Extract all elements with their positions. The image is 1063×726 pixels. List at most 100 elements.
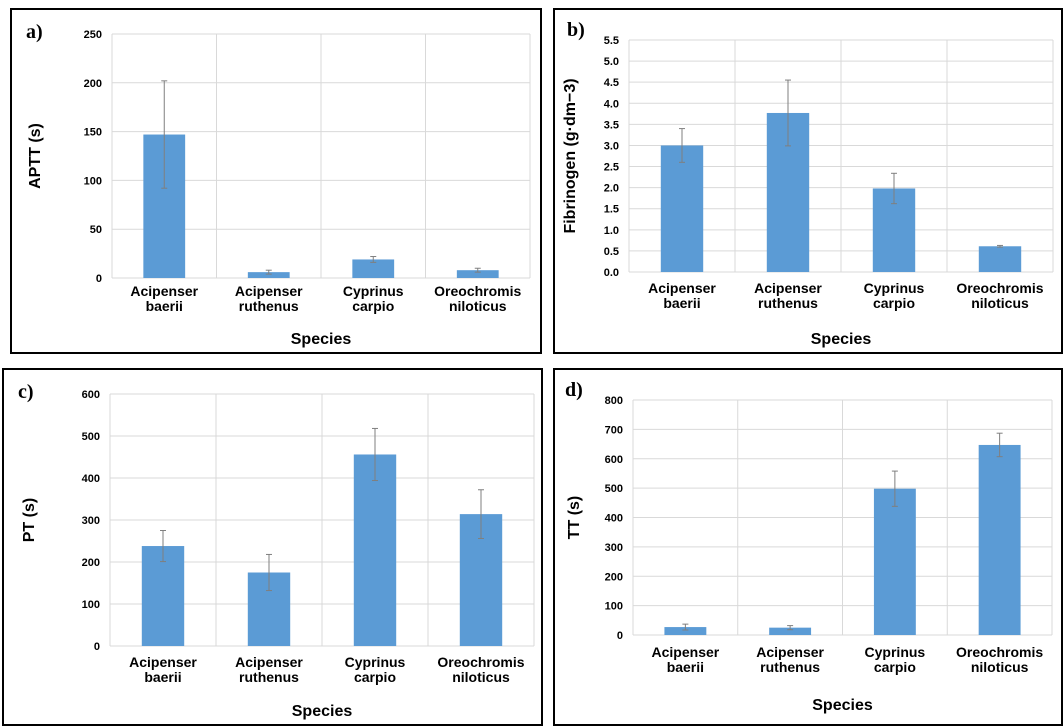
chart-svg: b) 0.0 0.5 1.0 1.5 2.0 2.5 3.0 3.5 4.0 4.5 5.0 5.5 Ac… <box>562 19 1054 348</box>
x-category-label-line: Oreochromis <box>434 283 521 299</box>
y-tick-label: 500 <box>605 483 623 495</box>
y-tick-label: 700 <box>605 424 623 436</box>
x-category-label: Acipenser baerii <box>129 654 197 685</box>
x-category-label-line: carpio <box>354 669 396 685</box>
x-category-label-line: Acipenser <box>754 280 822 296</box>
x-category-label-line: baerii <box>663 295 700 311</box>
y-axis-title: PT (s) <box>21 498 38 542</box>
y-axis-title: TT (s) <box>566 496 583 540</box>
y-tick-label: 0 <box>94 641 100 653</box>
y-tick-label: 400 <box>82 473 100 485</box>
x-category-label: Cyprinus carpio <box>343 283 404 314</box>
y-tick-label: 1.5 <box>604 204 619 216</box>
x-category-label: Acipenser ruthenus <box>754 280 822 311</box>
y-tick-label: 200 <box>84 78 102 90</box>
x-category-label-line: Acipenser <box>648 280 716 296</box>
y-tick-label: 300 <box>605 542 623 554</box>
x-category-label-line: ruthenus <box>758 295 818 311</box>
x-axis-title: Species <box>811 331 872 348</box>
x-category-label-line: ruthenus <box>239 298 299 314</box>
x-category-label: Acipenser baerii <box>652 644 720 675</box>
y-tick-label: 100 <box>84 175 102 187</box>
bar <box>247 272 290 278</box>
x-category-label: Cyprinus carpio <box>865 644 926 675</box>
y-tick-label: 0.5 <box>604 246 619 258</box>
y-tick-label: 200 <box>605 571 623 583</box>
y-tick-label: 4.0 <box>604 98 619 110</box>
x-category-label: Acipenser baerii <box>130 283 198 314</box>
bar <box>352 259 395 278</box>
x-category-label: Acipenser baerii <box>648 280 716 311</box>
y-tick-label: 0 <box>96 273 102 285</box>
x-category-label-line: Cyprinus <box>864 280 925 296</box>
y-axis-title: Fibrinogen (g·dm−3) <box>562 78 579 233</box>
x-category-label-line: Cyprinus <box>865 644 926 660</box>
y-tick-label: 500 <box>82 431 100 443</box>
y-tick-label: 50 <box>90 224 102 236</box>
x-category-label-line: niloticus <box>971 659 1029 675</box>
panel-letter: a) <box>26 21 43 43</box>
bar <box>353 454 397 646</box>
x-category-label-line: baerii <box>144 669 181 685</box>
x-category-label: Oreochromis niloticus <box>956 280 1043 311</box>
y-tick-label: 1.0 <box>604 225 619 237</box>
y-tick-label: 0.0 <box>604 267 619 279</box>
x-category-label-line: Oreochromis <box>437 654 524 670</box>
y-tick-label: 3.0 <box>604 140 619 152</box>
y-tick-label: 200 <box>82 557 100 569</box>
x-category-label-line: Cyprinus <box>345 654 406 670</box>
x-category-label: Acipenser ruthenus <box>235 654 303 685</box>
bar <box>873 488 916 635</box>
x-category-label-line: Acipenser <box>130 283 198 299</box>
y-tick-label: 4.5 <box>604 77 619 89</box>
x-category-label-line: Acipenser <box>129 654 197 670</box>
y-tick-label: 250 <box>84 29 102 41</box>
x-category-label: Oreochromis niloticus <box>437 654 524 685</box>
bar <box>660 145 704 272</box>
y-tick-label: 2.0 <box>604 183 619 195</box>
bar <box>664 627 707 635</box>
y-tick-label: 100 <box>605 601 623 613</box>
panel-letter: b) <box>567 19 585 41</box>
x-category-label-line: Acipenser <box>235 283 303 299</box>
x-axis-title: Species <box>291 331 352 348</box>
x-category-label-line: ruthenus <box>239 669 299 685</box>
chart-panel-c: c) 0 100 200 300 400 500 600 Acipenser baerii Acip… <box>2 368 543 726</box>
chart-panel-d: d) 0 100 200 300 400 500 600 700 800 Acipenser baer… <box>553 368 1063 726</box>
x-category-label: Cyprinus carpio <box>345 654 406 685</box>
x-category-label-line: baerii <box>667 659 704 675</box>
y-axis-title: APTT (s) <box>27 123 44 189</box>
x-category-label-line: baerii <box>146 298 183 314</box>
y-tick-label: 800 <box>605 395 623 407</box>
x-category-label-line: ruthenus <box>760 659 820 675</box>
bar <box>456 270 499 278</box>
x-category-label-line: Cyprinus <box>343 283 404 299</box>
y-tick-label: 3.5 <box>604 119 619 131</box>
y-tick-label: 400 <box>605 513 623 525</box>
y-tick-label: 300 <box>82 515 100 527</box>
y-tick-label: 5.0 <box>604 56 619 68</box>
y-tick-label: 600 <box>82 389 100 401</box>
x-category-label: Cyprinus carpio <box>864 280 925 311</box>
bar <box>978 246 1022 272</box>
x-category-label-line: Acipenser <box>756 644 824 660</box>
x-category-label-line: niloticus <box>971 295 1029 311</box>
x-axis-title: Species <box>812 697 873 714</box>
bar <box>141 546 185 646</box>
x-category-label-line: niloticus <box>449 298 507 314</box>
y-tick-label: 5.5 <box>604 35 619 47</box>
y-tick-label: 2.5 <box>604 162 619 174</box>
x-axis-title: Species <box>292 703 353 720</box>
x-category-label: Oreochromis niloticus <box>434 283 521 314</box>
y-tick-label: 0 <box>617 630 623 642</box>
x-category-label-line: Oreochromis <box>956 280 1043 296</box>
x-category-label-line: Acipenser <box>235 654 303 670</box>
x-category-label-line: niloticus <box>452 669 510 685</box>
x-category-label: Acipenser ruthenus <box>235 283 303 314</box>
x-category-label-line: carpio <box>873 295 915 311</box>
x-category-label-line: Acipenser <box>652 644 720 660</box>
bar <box>769 627 812 635</box>
x-category-label: Oreochromis niloticus <box>956 644 1043 675</box>
